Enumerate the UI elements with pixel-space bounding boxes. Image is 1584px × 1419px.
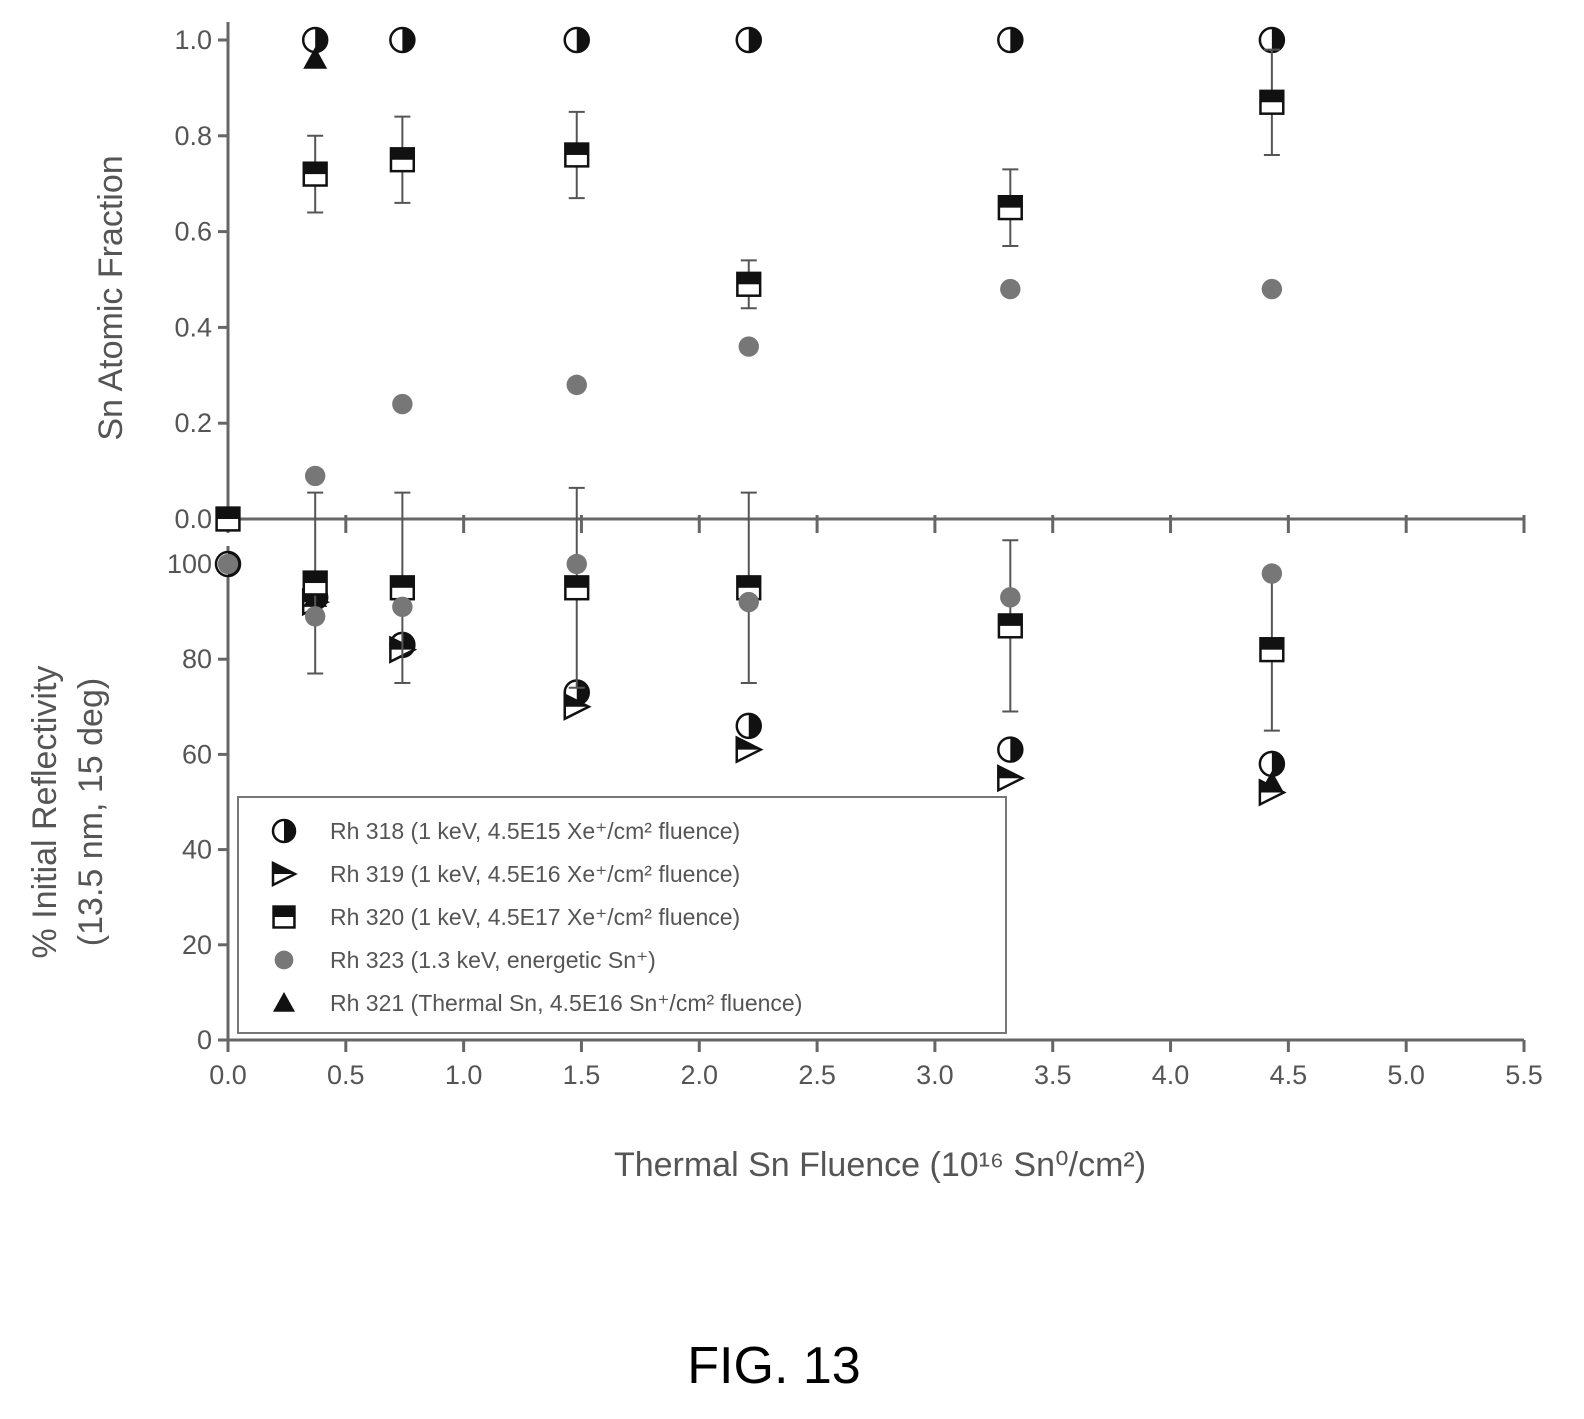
bottom-point-rh321 [1259, 770, 1284, 793]
x-tick-label: 1.0 [445, 1060, 483, 1090]
top-point-rh320 [389, 147, 416, 173]
top-point-rh323 [1000, 278, 1021, 300]
bottom-point-rh323 [304, 606, 326, 627]
legend-box [237, 796, 1007, 1034]
x-tick-label: 5.0 [1387, 1060, 1425, 1090]
top-y-tick-label: 0.2 [174, 408, 212, 438]
legend-label-rh319: Rh 319 (1 keV, 4.5E16 Xe⁺/cm² fluence) [330, 861, 740, 887]
top-point-rh318 [735, 26, 763, 54]
bottom-point-rh323 [566, 553, 587, 575]
legend-item-rh319: Rh 319 (1 keV, 4.5E16 Xe⁺/cm² fluence) [271, 860, 740, 888]
bottom-point-rh320 [302, 570, 328, 596]
top-y-tick-label: 1.0 [174, 25, 212, 55]
top-point-rh320 [564, 142, 590, 168]
bottom-point-rh323 [1261, 563, 1283, 584]
legend-item-rh320: Rh 320 (1 keV, 4.5E17 Xe⁺/cm² fluence) [272, 904, 740, 930]
legend-marker-rh318 [271, 818, 297, 844]
x-tick-label: 0.5 [327, 1060, 365, 1090]
bottom-y-tick-label: 40 [182, 835, 212, 865]
bottom-panel: 0 20 40 60 80 100 [167, 486, 1524, 1055]
bottom-y-tick-label: 0 [197, 1025, 212, 1055]
bottom-point-rh319 [563, 692, 592, 721]
legend-marker-rh319 [271, 860, 298, 888]
top-point-rh320 [1259, 89, 1285, 115]
bottom-point-rh323 [392, 596, 413, 618]
bottom-series-rh321 [303, 585, 1284, 793]
x-tick-label: 2.5 [798, 1060, 836, 1090]
top-point-rh321 [303, 47, 328, 69]
top-y-tick-label: 0.4 [174, 312, 212, 342]
legend-label-rh320: Rh 320 (1 keV, 4.5E17 Xe⁺/cm² fluence) [330, 904, 740, 930]
legend-item-rh318: Rh 318 (1 keV, 4.5E15 Xe⁺/cm² fluence) [271, 818, 740, 844]
legend-item-rh323: Rh 323 (1.3 keV, energetic Sn⁺) [274, 947, 656, 973]
legend-marker-rh323 [274, 950, 294, 970]
top-point-rh318 [997, 26, 1024, 54]
bottom-point-rh318 [1258, 750, 1286, 778]
bottom-y-axis-title-line-2: (13.5 nm, 15 deg) [72, 678, 110, 946]
top-point-rh323 [566, 374, 587, 396]
top-series-rh318 [301, 26, 1286, 54]
bottom-point-rh320 [1259, 637, 1285, 663]
bottom-y-axis-title-line-1: % Initial Reflectivity [26, 666, 64, 959]
top-y-axis-title: Sn Atomic Fraction [92, 155, 130, 440]
top-point-rh320 [215, 506, 241, 532]
x-tick-label: 1.5 [563, 1060, 601, 1090]
top-point-rh318 [1258, 26, 1286, 54]
legend-item-rh321: Rh 321 (Thermal Sn, 4.5E16 Sn⁺/cm² fluen… [273, 990, 802, 1016]
x-tick-label: 3.5 [1034, 1060, 1072, 1090]
top-point-rh323 [304, 465, 326, 487]
bottom-point-rh318 [735, 712, 763, 740]
top-point-rh318 [563, 26, 590, 54]
top-series-rh321 [303, 47, 328, 69]
bottom-point-rh323 [1000, 587, 1021, 608]
x-axis-title: Thermal Sn Fluence (10¹⁶ Sn⁰/cm²) [614, 1146, 1146, 1184]
legend-label-rh321: Rh 321 (Thermal Sn, 4.5E16 Sn⁺/cm² fluen… [330, 990, 802, 1016]
x-tick-label: 4.0 [1152, 1060, 1190, 1090]
x-tick-label: 5.5 [1505, 1060, 1543, 1090]
bottom-y-tick-label: 100 [167, 549, 212, 579]
bottom-series-rh323 [217, 553, 1283, 627]
bottom-point-rh320 [736, 575, 762, 601]
top-point-rh320 [736, 271, 762, 297]
top-point-rh323 [392, 393, 413, 415]
top-point-rh320 [997, 195, 1023, 221]
bottom-point-rh319 [735, 735, 764, 764]
x-tick-label: 2.0 [680, 1060, 718, 1090]
figure-caption: FIG. 13 [687, 1337, 860, 1395]
top-point-rh323 [1261, 278, 1283, 300]
top-panel: 0.0 0.2 0.4 0.6 0.8 1.0 [174, 22, 1526, 534]
bottom-series-rh319 [301, 588, 1287, 807]
x-axis: 0.0 0.5 1.0 1.5 2.0 2.5 3.0 3.5 4.0 4.5 5.0 5.5 [209, 1040, 1543, 1090]
top-series-rh323 [304, 278, 1283, 487]
bottom-series-rh320 [302, 486, 1285, 732]
top-point-rh318 [389, 26, 416, 54]
bottom-point-rh320 [564, 575, 590, 601]
top-y-tick-label: 0.6 [174, 217, 212, 247]
x-tick-label: 0.0 [209, 1060, 247, 1090]
bottom-point-rh320 [389, 575, 416, 601]
legend-label-rh318: Rh 318 (1 keV, 4.5E15 Xe⁺/cm² fluence) [330, 818, 740, 844]
bottom-y-tick-label: 20 [182, 930, 212, 960]
bottom-point-rh318 [997, 736, 1024, 763]
bottom-point-rh323 [217, 553, 239, 575]
bottom-y-tick-label: 80 [182, 644, 212, 674]
bottom-point-rh323 [738, 591, 759, 613]
x-tick-label: 4.5 [1270, 1060, 1308, 1090]
top-y-tick-label: 0.0 [174, 504, 212, 534]
top-y-tick-label: 0.8 [174, 121, 212, 151]
top-point-rh320 [302, 161, 328, 187]
bottom-point-rh320 [997, 613, 1023, 639]
legend-label-rh323: Rh 323 (1.3 keV, energetic Sn⁺) [330, 947, 656, 973]
legend-marker-rh321 [273, 992, 295, 1012]
top-point-rh323 [738, 336, 759, 357]
bottom-point-rh319 [997, 764, 1026, 793]
legend: Rh 318 (1 keV, 4.5E15 Xe⁺/cm² fluence) Rh… [237, 796, 1007, 1034]
bottom-y-tick-label: 60 [182, 739, 212, 769]
x-tick-label: 3.0 [916, 1060, 954, 1090]
top-series-rh320 [215, 48, 1285, 532]
legend-marker-rh320 [272, 905, 296, 929]
